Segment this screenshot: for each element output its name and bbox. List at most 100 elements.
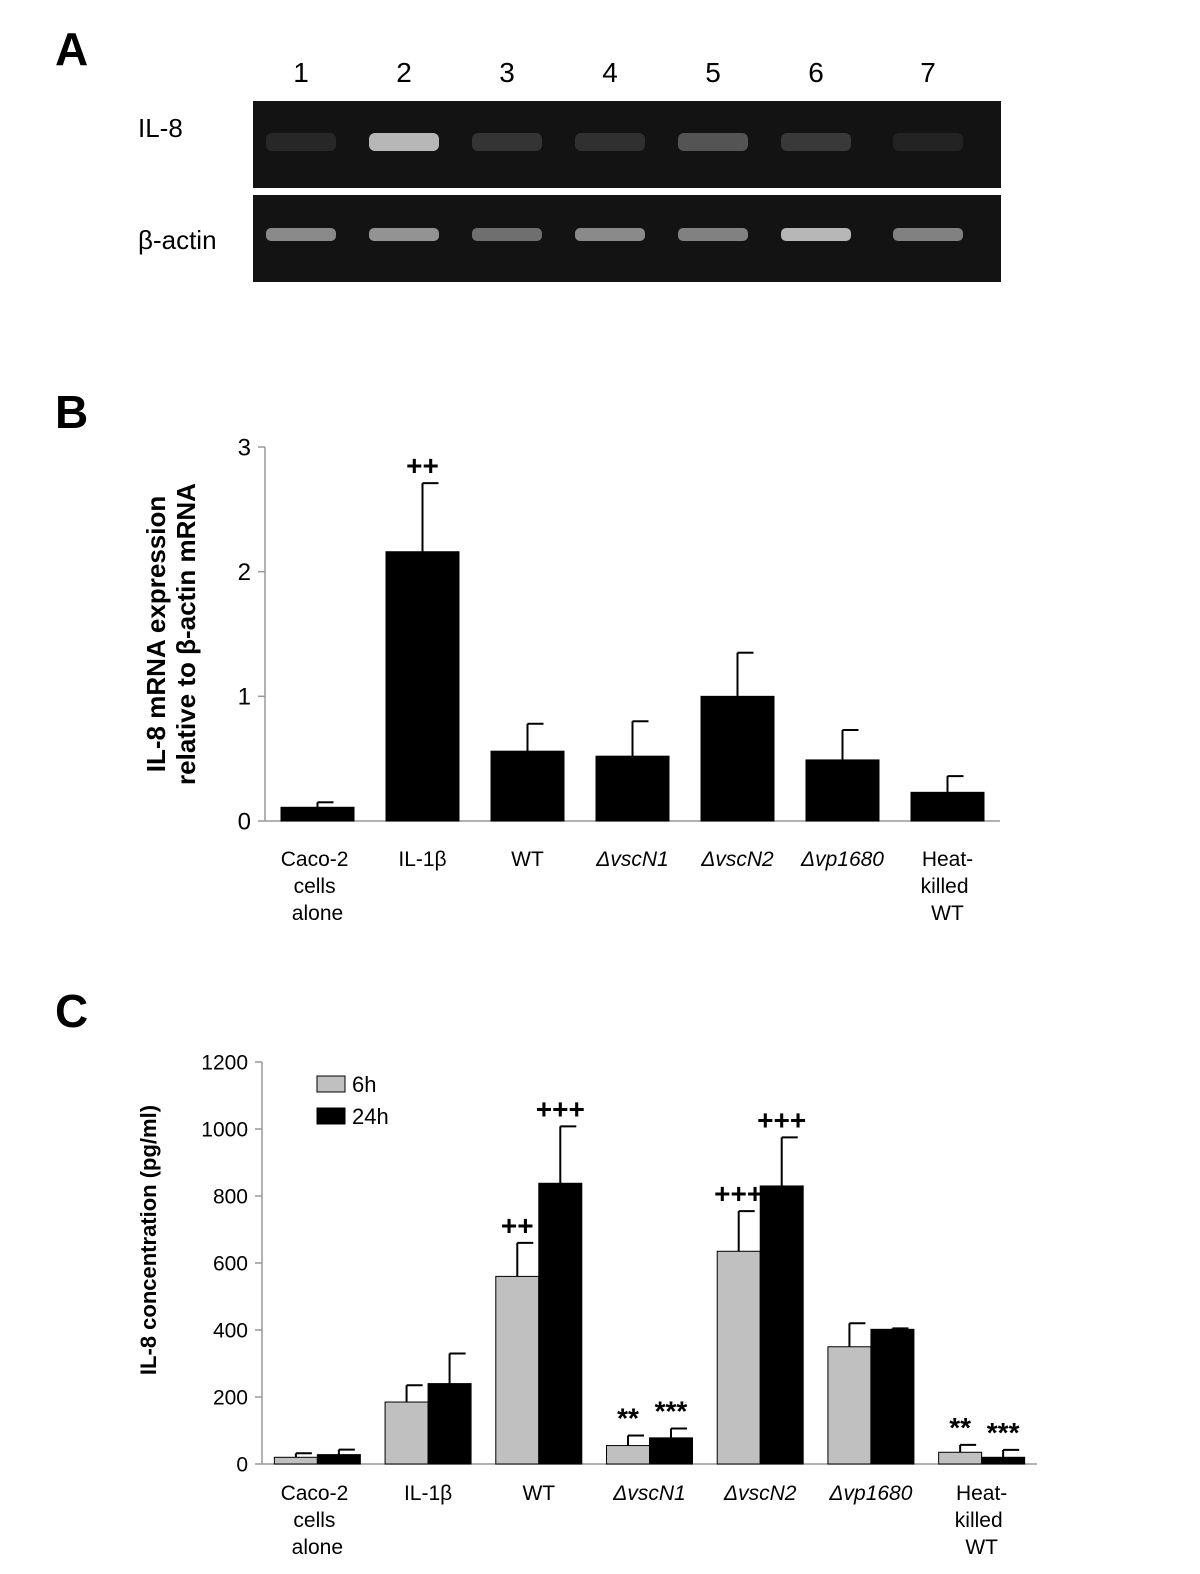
error-bar [737, 1210, 755, 1252]
y-tick-label: 2 [238, 559, 251, 586]
x-tick-label: Caco-2 cells alone [281, 848, 355, 925]
x-tick-label: IL-1β [404, 1482, 452, 1505]
bar [316, 1454, 361, 1465]
bar [649, 1437, 693, 1465]
y-tick-label: 3 [238, 434, 251, 461]
y-tick-label: 600 [213, 1252, 248, 1275]
bar [427, 1383, 472, 1465]
x-tick-label: Heat-killed WT [955, 1482, 1009, 1559]
gel-band [266, 228, 336, 241]
significance-label: +++ [714, 1178, 763, 1209]
gel-band [678, 228, 748, 241]
error-bar [780, 1136, 798, 1186]
gel-band [781, 133, 851, 151]
error-bar [959, 1443, 977, 1453]
error-bar [448, 1352, 466, 1384]
bar [981, 1456, 1026, 1465]
error-bar [627, 1434, 644, 1446]
x-tick-label: Heat-killed WT [921, 848, 975, 925]
gel-band [266, 133, 336, 151]
lane-number: 5 [705, 57, 721, 88]
y-tick-label: 1 [238, 684, 251, 711]
x-tick-label: IL-1β [398, 848, 446, 871]
y-tick-label: 0 [238, 808, 251, 835]
panel-label: C [55, 985, 88, 1037]
bar [827, 1346, 872, 1465]
legend-swatch [316, 1107, 346, 1125]
significance-label: +++ [757, 1104, 806, 1135]
error-bar [891, 1327, 909, 1330]
error-bar [1002, 1448, 1020, 1458]
significance-label: ** [617, 1403, 639, 1434]
significance-label: +++ [536, 1093, 585, 1124]
legend-swatch [316, 1075, 346, 1093]
bar [805, 759, 880, 822]
bar [273, 1456, 318, 1465]
error-bar [316, 801, 334, 808]
lane-number: 7 [920, 57, 936, 88]
y-tick-label: 400 [213, 1319, 248, 1342]
bar [870, 1328, 915, 1465]
x-tick-label: ΔvscN1 [595, 848, 668, 871]
bar [759, 1185, 804, 1465]
x-tick-label: Δvp1680 [800, 848, 884, 871]
x-tick-label: ΔvscN2 [723, 1482, 797, 1505]
gel-band [575, 228, 645, 241]
error-bar [631, 720, 649, 757]
significance-label: *** [987, 1417, 1020, 1448]
x-tick-label: WT [522, 1482, 555, 1505]
y-tick-label: 800 [213, 1185, 248, 1208]
significance-label: ++ [406, 450, 439, 481]
error-bar [421, 482, 439, 552]
x-tick-label: WT [511, 848, 544, 871]
y-tick-label: 200 [213, 1386, 248, 1409]
legend-label: 6h [352, 1072, 376, 1097]
bar [490, 750, 565, 822]
gel-band [575, 133, 645, 151]
gel-band [369, 228, 439, 241]
significance-label: ++ [501, 1210, 534, 1241]
legend-label: 24h [352, 1104, 389, 1129]
error-bar [294, 1452, 312, 1458]
significance-label: ** [949, 1412, 971, 1443]
error-bar [946, 775, 964, 793]
y-tick-label: 1000 [201, 1118, 248, 1141]
error-bar [559, 1125, 577, 1184]
significance-label: *** [655, 1395, 688, 1426]
gel-band [369, 133, 439, 151]
error-bar [337, 1448, 355, 1455]
lane-number: 1 [293, 57, 309, 88]
gel-band [472, 133, 542, 151]
gel-row-label: IL-8 [138, 113, 183, 143]
bar [716, 1250, 761, 1465]
x-tick-label: Δvp1680 [828, 1482, 912, 1505]
error-bar [405, 1384, 423, 1403]
y-tick-label: 1200 [201, 1051, 248, 1074]
x-tick-label: ΔvscN1 [612, 1482, 685, 1505]
bar [385, 551, 460, 822]
gel-band [678, 133, 748, 151]
error-bar [841, 728, 859, 760]
bar [938, 1451, 983, 1465]
y-axis-label: IL-8 concentration (pg/ml) [136, 1105, 161, 1375]
y-axis-label: IL-8 mRNA expression [141, 496, 171, 772]
error-bar [848, 1322, 866, 1347]
gel-row-label: β-actin [138, 225, 217, 255]
panel-label: B [55, 386, 88, 438]
lane-number: 4 [602, 57, 618, 88]
bar [910, 791, 985, 822]
panel-label: A [55, 23, 88, 75]
gel-band [893, 133, 963, 151]
error-bar [526, 722, 544, 752]
y-axis-label: relative to β-actin mRNA [171, 483, 201, 785]
bar [595, 755, 670, 822]
lane-number: 3 [499, 57, 515, 88]
error-bar [516, 1241, 534, 1277]
bar [538, 1182, 583, 1465]
y-tick-label: 0 [236, 1453, 248, 1476]
lane-number: 2 [396, 57, 412, 88]
gel-band [893, 228, 963, 241]
x-tick-label: Caco-2 cells alone [281, 1482, 355, 1559]
error-bar [670, 1427, 687, 1438]
bar [384, 1401, 429, 1465]
